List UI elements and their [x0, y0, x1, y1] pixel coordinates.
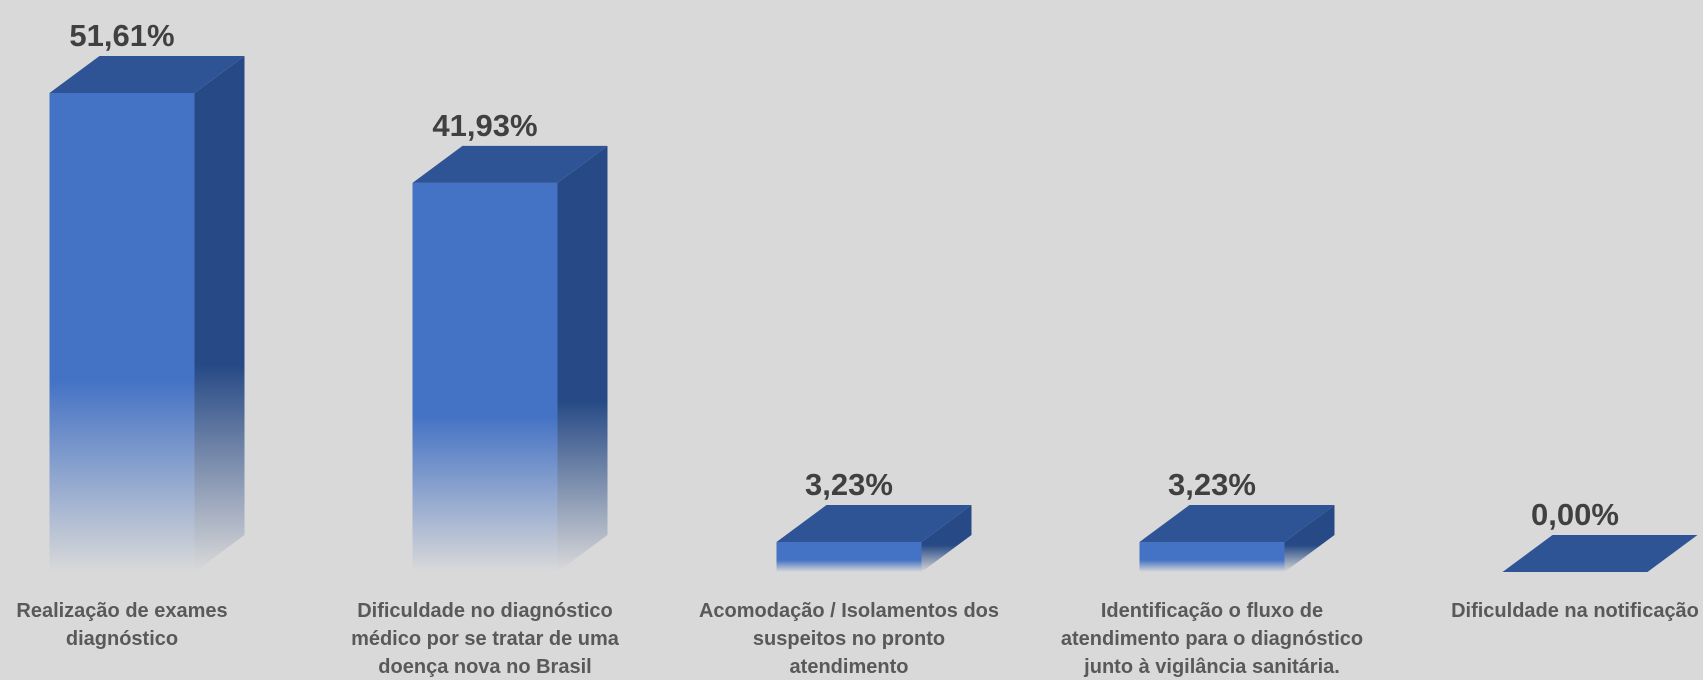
category-label-line: Acomodação / Isolamentos dos — [699, 600, 999, 622]
data-label: 3,23% — [1168, 467, 1256, 502]
bar-group: 3,23% Identificação o fluxo de atendimento… — [1061, 467, 1363, 678]
category-label-line: atendimento para o diagnóstico — [1061, 628, 1363, 650]
category-label-line: atendimento — [790, 656, 909, 678]
bar — [412, 182, 558, 573]
bar-top — [776, 505, 972, 543]
category-label-line: doença nova no Brasil — [378, 656, 591, 678]
data-label: 3,23% — [805, 467, 893, 502]
category-label-line: médico por se tratar de uma — [351, 628, 620, 650]
category-label-line: Dificuldade no diagnóstico — [357, 600, 613, 622]
category-label: Dificuldade no diagnóstico médico por se … — [351, 600, 620, 678]
category-label-line: Dificuldade na notificação — [1451, 600, 1699, 622]
bar-top — [1139, 505, 1335, 543]
category-label: Acomodação / Isolamentos dos suspeitos no… — [699, 600, 999, 678]
bar-group: 3,23% Acomodação / Isolamentos dos suspeit… — [699, 467, 999, 678]
bar-top — [412, 145, 608, 183]
bar — [776, 542, 922, 572]
data-label: 41,93% — [432, 108, 537, 143]
category-label: Identificação o fluxo de atendimento para… — [1061, 600, 1363, 678]
data-label: 0,00% — [1531, 497, 1619, 532]
category-label-line: Identificação o fluxo de — [1101, 600, 1323, 622]
category-label: Dificuldade na notificação — [1451, 600, 1699, 622]
category-label-line: junto à vigilância sanitária. — [1083, 656, 1340, 678]
bar-group: 0,00% Dificuldade na notificação — [1451, 497, 1699, 622]
category-label-line: diagnóstico — [66, 628, 178, 650]
bar-top — [49, 56, 245, 93]
bar — [1139, 542, 1285, 572]
bar-top — [1502, 535, 1698, 572]
bar-group: 51,61% Realização de exames diagnóstico — [16, 18, 245, 650]
category-label: Realização de exames diagnóstico — [16, 600, 227, 650]
bar-side — [557, 145, 608, 573]
bar — [49, 93, 195, 572]
bar-side — [921, 505, 972, 572]
bar-group: 41,93% Dificuldade no diagnóstico médico p… — [351, 108, 620, 678]
data-label: 51,61% — [69, 18, 174, 53]
category-label-line: Realização de exames — [16, 600, 227, 622]
bar-side — [1284, 505, 1335, 572]
bar-side — [194, 56, 245, 572]
category-label-line: suspeitos no pronto — [753, 628, 945, 650]
